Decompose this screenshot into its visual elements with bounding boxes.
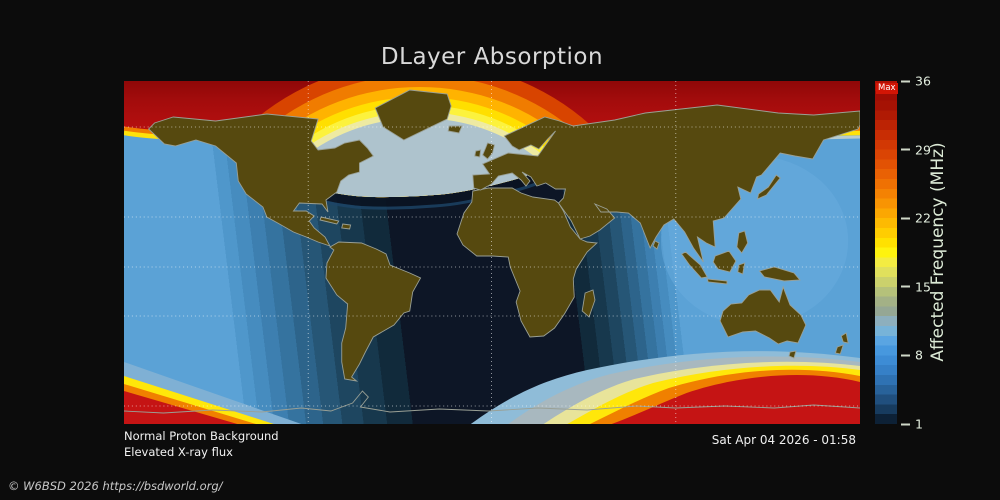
tick-mark <box>901 423 910 425</box>
southwest-absorption-wedge <box>124 362 302 424</box>
bsdworld-link[interactable]: https://bsdworld.org/ <box>102 479 223 493</box>
colorbar-tick: 36 <box>901 74 931 89</box>
tick-mark <box>901 80 910 82</box>
colorbar-ticks: 36 29 22 15 8 1 <box>901 74 971 432</box>
tick-label: 36 <box>915 73 931 89</box>
tick-label: 1 <box>915 416 923 432</box>
proton-status: Normal Proton Background <box>124 429 279 443</box>
tick-label: 29 <box>915 142 931 158</box>
map-timestamp: Sat Apr 04 2026 - 01:58 <box>711 433 856 447</box>
colorbar-gradient <box>875 81 897 424</box>
colorbar-axis-label: Affected Frequency (MHz) <box>928 142 948 362</box>
tick-label: 15 <box>915 279 931 295</box>
colorbar-tick: 22 <box>901 211 931 226</box>
xray-status: Elevated X-ray flux <box>124 445 233 459</box>
tick-mark <box>901 354 910 357</box>
graticule <box>124 81 860 424</box>
page-title: DLayer Absorption <box>380 44 604 70</box>
status-lines: Normal Proton Background Elevated X-ray … <box>124 428 279 460</box>
colorbar-max-label: Max <box>876 83 898 94</box>
colorbar-tick: 8 <box>901 348 923 363</box>
south-polar-absorption-dome <box>470 351 860 424</box>
tick-mark <box>901 217 910 220</box>
tick-mark <box>901 285 910 288</box>
map-image <box>124 81 860 424</box>
copyright-text: © W6BSD 2026 <box>8 479 99 493</box>
tick-label: 8 <box>915 347 923 363</box>
colorbar-tick: 15 <box>901 279 931 294</box>
tick-mark <box>901 148 910 151</box>
tick-label: 22 <box>915 210 931 226</box>
colorbar-tick: 29 <box>901 142 931 157</box>
coastline-antarctica <box>124 390 860 414</box>
copyright-line: © W6BSD 2026 https://bsdworld.org/ <box>8 479 223 493</box>
colorbar-tick: 1 <box>901 417 923 432</box>
world-absorption-map <box>124 81 860 424</box>
